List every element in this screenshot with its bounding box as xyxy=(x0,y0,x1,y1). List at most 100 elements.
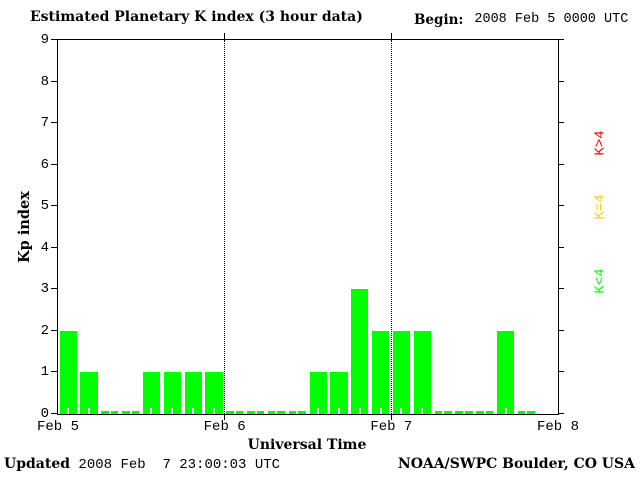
x-tick-label: Feb 8 xyxy=(536,419,580,435)
y-tick xyxy=(51,163,57,165)
y-tick xyxy=(51,122,57,124)
y-tick xyxy=(51,205,57,207)
begin-info: Begin: 2008 Feb 5 0000 UTC xyxy=(414,12,628,28)
day-tick xyxy=(224,415,226,420)
kp-bar xyxy=(101,411,119,414)
tick-notch xyxy=(483,411,486,414)
legend-item: K<4 xyxy=(586,240,616,322)
y-tick-label: 9 xyxy=(40,32,49,48)
chart-title: Estimated Planetary K index (3 hour data… xyxy=(30,9,363,25)
kp-bar xyxy=(351,289,369,414)
tick-notch xyxy=(108,411,111,414)
y-tick xyxy=(558,246,564,248)
y-tick-label: 5 xyxy=(40,198,49,215)
updated-label: Updated xyxy=(4,456,71,472)
y-tick-label: 3 xyxy=(40,281,49,298)
y-tick xyxy=(51,413,57,414)
x-tick-label: Feb 7 xyxy=(370,419,413,435)
y-tick xyxy=(558,39,564,40)
kp-bar xyxy=(330,372,348,414)
kp-bar xyxy=(288,411,306,414)
tick-notch xyxy=(400,408,403,414)
kp-bar xyxy=(413,331,431,414)
tick-notch xyxy=(87,408,90,414)
tick-notch xyxy=(504,408,507,414)
kp-bar xyxy=(80,372,98,414)
tick-notch xyxy=(442,411,445,414)
tick-notch xyxy=(129,411,132,414)
credit-text: NOAA/SWPC Boulder, CO USA xyxy=(397,456,635,472)
x-tick-label: Feb 5 xyxy=(36,419,80,435)
y-tick-label: 2 xyxy=(40,322,49,339)
y-tick xyxy=(558,80,564,82)
tick-notch xyxy=(254,411,257,414)
kp-bar xyxy=(59,331,77,414)
kp-bar xyxy=(205,372,223,414)
begin-label: Begin: xyxy=(414,12,464,28)
tick-notch xyxy=(317,408,320,414)
y-tick-label: 8 xyxy=(40,73,49,90)
legend-label: K<4 xyxy=(593,268,609,294)
x-axis-title: Universal Time xyxy=(247,437,367,453)
legend-label: K>4 xyxy=(593,130,609,156)
y-tick xyxy=(558,288,564,290)
legend-item: K=4 xyxy=(586,166,616,248)
day-tick xyxy=(390,33,392,39)
day-tick xyxy=(390,415,392,420)
kp-bar xyxy=(226,411,244,414)
kp-bar xyxy=(184,372,202,414)
day-gridline xyxy=(390,40,392,414)
y-tick xyxy=(558,205,564,207)
tick-notch xyxy=(462,411,465,414)
tick-notch xyxy=(379,408,382,414)
kp-bar xyxy=(122,411,140,414)
updated-value: 2008 Feb 7 23:00:03 UTC xyxy=(70,457,281,473)
y-tick xyxy=(51,246,57,248)
tick-notch xyxy=(275,411,278,414)
kp-bar xyxy=(372,331,390,414)
day-gridline xyxy=(224,40,226,414)
y-tick xyxy=(558,371,564,373)
tick-notch xyxy=(358,408,361,414)
tick-notch xyxy=(212,408,215,414)
y-tick xyxy=(51,39,57,40)
tick-notch xyxy=(421,408,424,414)
x-tick-label: Feb 6 xyxy=(203,419,246,435)
tick-notch xyxy=(337,408,340,414)
kp-bar xyxy=(309,372,327,414)
kp-bar xyxy=(434,411,452,414)
kp-bar xyxy=(497,331,515,414)
tick-notch xyxy=(171,408,174,414)
kp-bar xyxy=(267,411,286,414)
begin-value: 2008 Feb 5 0000 UTC xyxy=(474,12,629,27)
updated-status: Updated 2008 Feb 7 23:00:03 UTC xyxy=(4,456,280,473)
y-tick xyxy=(51,371,57,373)
tick-notch xyxy=(525,411,528,414)
y-tick-label: 6 xyxy=(40,156,49,173)
tick-notch xyxy=(192,408,195,414)
kp-bar xyxy=(247,411,265,414)
y-tick-label: 4 xyxy=(40,239,49,256)
kp-bar xyxy=(142,372,161,414)
kp-bar xyxy=(392,331,411,414)
y-tick-label: 0 xyxy=(40,406,49,422)
day-tick xyxy=(224,33,226,39)
y-tick xyxy=(558,413,564,414)
plot-area: 0 1 2 3 4 5 6 7 8 9 Feb 5 Feb 6 Feb 7 Feb 8 xyxy=(37,33,579,435)
kp-bar xyxy=(163,372,181,414)
y-tick xyxy=(558,122,564,124)
y-tick xyxy=(51,80,57,82)
tick-notch xyxy=(67,408,70,414)
y-tick xyxy=(558,329,564,331)
legend-label: K=4 xyxy=(593,194,609,220)
tick-notch xyxy=(296,411,299,414)
tick-notch xyxy=(233,411,236,414)
y-tick xyxy=(51,288,57,290)
y-tick xyxy=(51,329,57,331)
y-tick-label: 1 xyxy=(40,364,49,381)
y-tick xyxy=(558,163,564,165)
tick-notch xyxy=(150,408,153,414)
y-tick-label: 7 xyxy=(40,115,49,132)
kp-bar xyxy=(455,411,473,414)
